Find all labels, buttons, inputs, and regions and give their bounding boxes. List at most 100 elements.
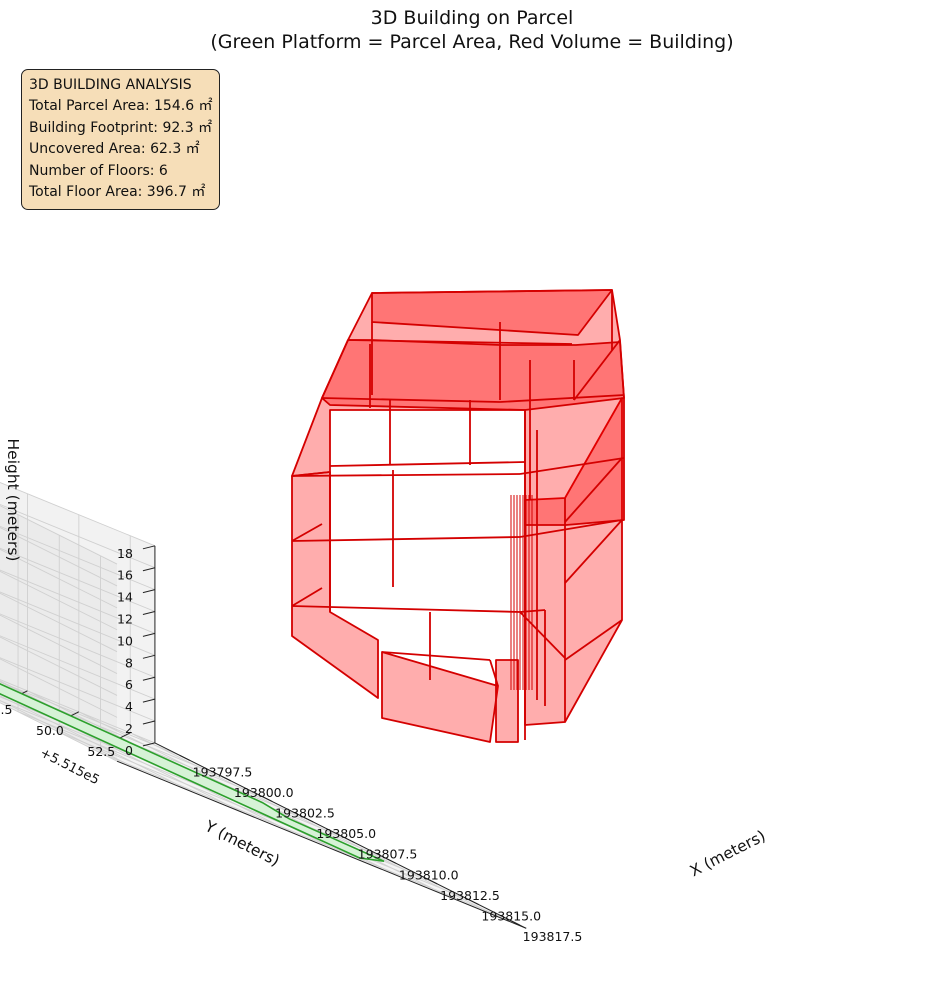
grid-line-z-right <box>0 548 118 609</box>
grid-line-z-left <box>0 591 156 656</box>
building-edge <box>489 659 499 687</box>
grid-line-z-left <box>0 657 156 722</box>
z-tick <box>142 676 156 681</box>
grid-line-z-left <box>0 569 156 634</box>
building-left-face <box>291 471 379 699</box>
grid-line-z-left <box>0 547 156 612</box>
z-tick-label: 18 <box>117 546 133 561</box>
building-edge <box>564 519 623 584</box>
y-axis-label: Y (meters) <box>201 817 282 870</box>
x-tick <box>261 796 273 802</box>
grid-line-z-right <box>0 658 118 718</box>
z-tick-label: 6 <box>125 677 133 692</box>
grid-line-z-right <box>0 636 118 696</box>
building-front-col <box>495 659 519 743</box>
building-front-face <box>381 651 499 743</box>
building-edge <box>564 457 623 523</box>
x-tick <box>303 816 314 823</box>
parcel-polygon <box>0 683 385 862</box>
grid-line-y-floor <box>0 695 194 793</box>
grid-line-x-floor <box>100 752 510 921</box>
z-tick <box>142 632 156 637</box>
x-tick <box>179 754 190 761</box>
grid-line-z-left <box>0 525 156 591</box>
z-tick <box>142 720 156 725</box>
x-tick-label: 193817.5 <box>523 929 583 944</box>
x-tick-label: 193812.5 <box>440 888 500 903</box>
y-tick-label: 47.5 <box>0 702 12 717</box>
grid-line-z-right <box>0 505 118 565</box>
x-tick <box>509 919 520 926</box>
info-total-floor-area: Total Floor Area: 396.7 ㎡ <box>29 184 206 201</box>
z-tick <box>142 545 156 550</box>
building-mid <box>321 339 625 411</box>
grid-line-z-right <box>0 570 118 631</box>
x-tick <box>468 899 479 905</box>
grid-line-y-floor <box>130 732 502 919</box>
x-tick-label: 193800.0 <box>234 785 294 800</box>
grid-line-z-right <box>0 592 118 653</box>
x-axis-label: X (meters) <box>687 827 769 880</box>
grid-line-x-floor <box>0 681 180 756</box>
chart-title: 3D Building on Parcel <box>370 7 574 29</box>
y-tick-label: 50.0 <box>36 723 64 738</box>
x-tick <box>385 857 397 864</box>
y-axis-line <box>154 742 527 929</box>
building-edge <box>329 461 526 467</box>
z-tick-label: 16 <box>117 568 133 583</box>
info-floor-count: Number of Floors: 6 <box>29 162 168 179</box>
x-tick-label: 193797.5 <box>193 764 253 779</box>
x-tick <box>344 837 355 844</box>
chart-subtitle: (Green Platform = Parcel Area, Red Volum… <box>210 31 734 53</box>
x-tick-label: 193807.5 <box>358 847 418 862</box>
z-tick <box>142 698 156 703</box>
info-building-footprint: Building Footprint: 92.3 ㎡ <box>29 119 213 136</box>
info-heading: 3D BUILDING ANALYSIS <box>29 77 192 93</box>
z-tick <box>142 611 156 616</box>
z-tick-label: 8 <box>125 655 133 670</box>
z-axis-label: Height (meters) <box>4 439 22 562</box>
z-tick-label: 10 <box>117 633 133 648</box>
building-edge <box>291 523 323 542</box>
building-edge <box>564 619 623 661</box>
z-tick <box>142 589 156 594</box>
building-edge <box>291 587 323 607</box>
analysis-info-box: 3D BUILDING ANALYSIS Total Parcel Area: … <box>21 69 220 211</box>
grid-line-z-right <box>0 527 118 587</box>
grid-line-z-right <box>0 614 118 674</box>
z-tick-label: 0 <box>125 743 133 758</box>
grid-line-z-left <box>0 679 156 744</box>
grid-line-z-left <box>0 635 156 700</box>
building-volume <box>291 289 625 743</box>
y-tick-label: 52.5 <box>87 744 115 759</box>
z-tick-label: 2 <box>125 721 133 736</box>
info-parcel-area: Total Parcel Area: 154.6 ㎡ <box>29 98 213 115</box>
z-tick <box>142 742 156 747</box>
x-tick-label: 193815.0 <box>481 908 541 923</box>
z-tick-label: 4 <box>125 699 133 714</box>
parcel-platform <box>0 683 385 862</box>
grid-line-z-left <box>0 503 156 569</box>
x-tick-label: 193805.0 <box>316 826 376 841</box>
z-tick <box>142 654 156 659</box>
z-tick-label: 14 <box>117 590 133 605</box>
info-uncovered-area: Uncovered Area: 62.3 ㎡ <box>29 141 200 158</box>
z-tick-label: 12 <box>117 612 133 627</box>
building-edge <box>519 611 566 659</box>
x-tick <box>220 775 232 782</box>
building-upper <box>371 289 613 336</box>
grid-line-z-right <box>0 702 118 762</box>
z-tick <box>142 567 156 572</box>
x-tick-label: 193810.0 <box>399 867 459 882</box>
building-edge <box>381 651 491 661</box>
x-tick-label: 193802.5 <box>275 805 335 820</box>
grid-line-x-floor <box>59 731 469 900</box>
x-tick <box>426 878 438 885</box>
grid-line-z-left <box>0 482 156 547</box>
y-tick <box>120 732 131 739</box>
building-edge <box>347 339 573 345</box>
x-axis-line <box>116 760 527 929</box>
grid-line-y-floor <box>0 699 142 772</box>
grid-line-z-left <box>0 613 156 678</box>
